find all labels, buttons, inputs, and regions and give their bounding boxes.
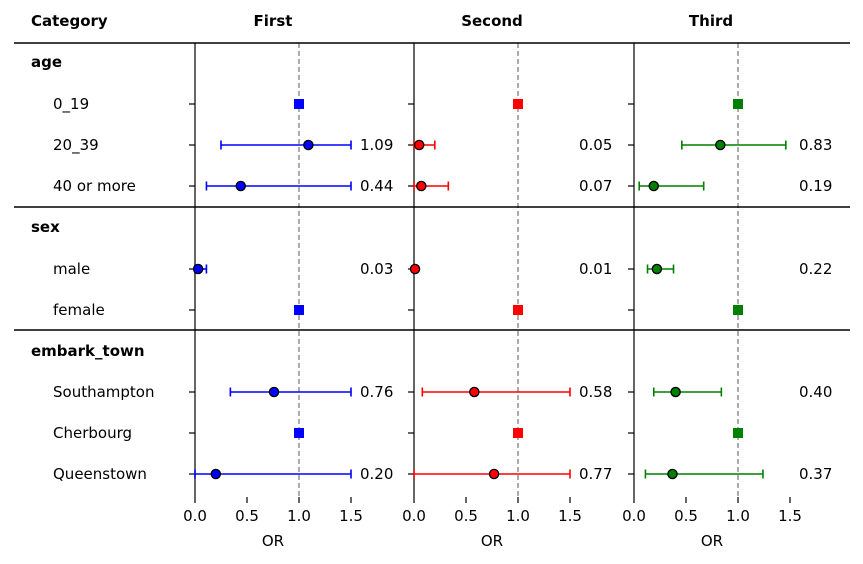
x-axis-label: OR <box>262 532 284 550</box>
or-value-label: 0.01 <box>579 260 612 278</box>
x-axis-label: OR <box>701 532 723 550</box>
row-label: Cherbourg <box>53 424 132 442</box>
or-value-label: 1.09 <box>360 136 393 154</box>
x-tick-label: 1.5 <box>778 507 802 525</box>
panel-title: First <box>254 12 293 30</box>
or-value-label: 0.19 <box>799 177 832 195</box>
or-value-label: 0.37 <box>799 465 832 483</box>
x-tick-label: 0.5 <box>674 507 698 525</box>
row-label: Queenstown <box>53 465 147 483</box>
or-value-label: 0.58 <box>579 383 612 401</box>
reference-marker <box>733 428 743 438</box>
or-value-label: 0.22 <box>799 260 832 278</box>
reference-marker <box>513 99 523 109</box>
or-point <box>416 180 427 192</box>
x-axis-label: OR <box>481 532 503 550</box>
row-label: male <box>53 260 90 278</box>
or-point <box>210 468 222 480</box>
or-value-label: 0.20 <box>360 465 393 483</box>
or-value-label: 0.03 <box>360 260 393 278</box>
or-value-label: 0.40 <box>799 383 832 401</box>
or-point <box>667 468 678 480</box>
or-point <box>488 468 500 480</box>
x-tick-label: 0.0 <box>622 507 646 525</box>
or-value-label: 0.76 <box>360 383 393 401</box>
reference-marker <box>513 305 523 315</box>
row-label: Southampton <box>53 383 154 401</box>
or-value-label: 0.05 <box>579 136 612 154</box>
group-label: embark_town <box>31 342 145 360</box>
or-value-label: 0.07 <box>579 177 612 195</box>
reference-marker <box>513 428 523 438</box>
reference-marker <box>294 428 304 438</box>
category-header: Category <box>31 12 108 30</box>
or-point <box>715 139 726 151</box>
group-label: age <box>31 53 62 71</box>
or-point <box>651 263 663 275</box>
or-point <box>235 180 247 192</box>
row-label: 20_39 <box>53 136 99 155</box>
or-point <box>303 139 314 151</box>
or-point <box>469 386 480 398</box>
or-value-label: 0.83 <box>799 136 832 154</box>
or-point <box>648 180 660 192</box>
row-label: 0_19 <box>53 95 89 114</box>
x-tick-label: 0.0 <box>183 507 207 525</box>
x-tick-label: 0.5 <box>454 507 478 525</box>
x-tick-label: 1.5 <box>339 507 363 525</box>
or-point <box>192 263 204 275</box>
or-point <box>413 139 425 151</box>
or-point <box>409 263 421 275</box>
or-value-label: 0.44 <box>360 177 393 195</box>
or-point <box>670 386 681 398</box>
reference-marker <box>294 99 304 109</box>
panel-title: Second <box>461 12 523 30</box>
x-tick-label: 1.0 <box>287 507 311 525</box>
or-value-label: 0.77 <box>579 465 612 483</box>
reference-marker <box>733 305 743 315</box>
group-label: sex <box>31 218 60 236</box>
row-label: 40 or more <box>53 177 136 195</box>
row-label: female <box>53 301 105 319</box>
reference-marker <box>294 305 304 315</box>
x-tick-label: 1.5 <box>558 507 582 525</box>
x-tick-label: 1.0 <box>726 507 750 525</box>
panel-title: Third <box>689 12 733 30</box>
x-tick-label: 1.0 <box>506 507 530 525</box>
x-tick-label: 0.5 <box>235 507 259 525</box>
x-tick-label: 0.0 <box>402 507 426 525</box>
or-point <box>268 386 280 398</box>
reference-marker <box>733 99 743 109</box>
